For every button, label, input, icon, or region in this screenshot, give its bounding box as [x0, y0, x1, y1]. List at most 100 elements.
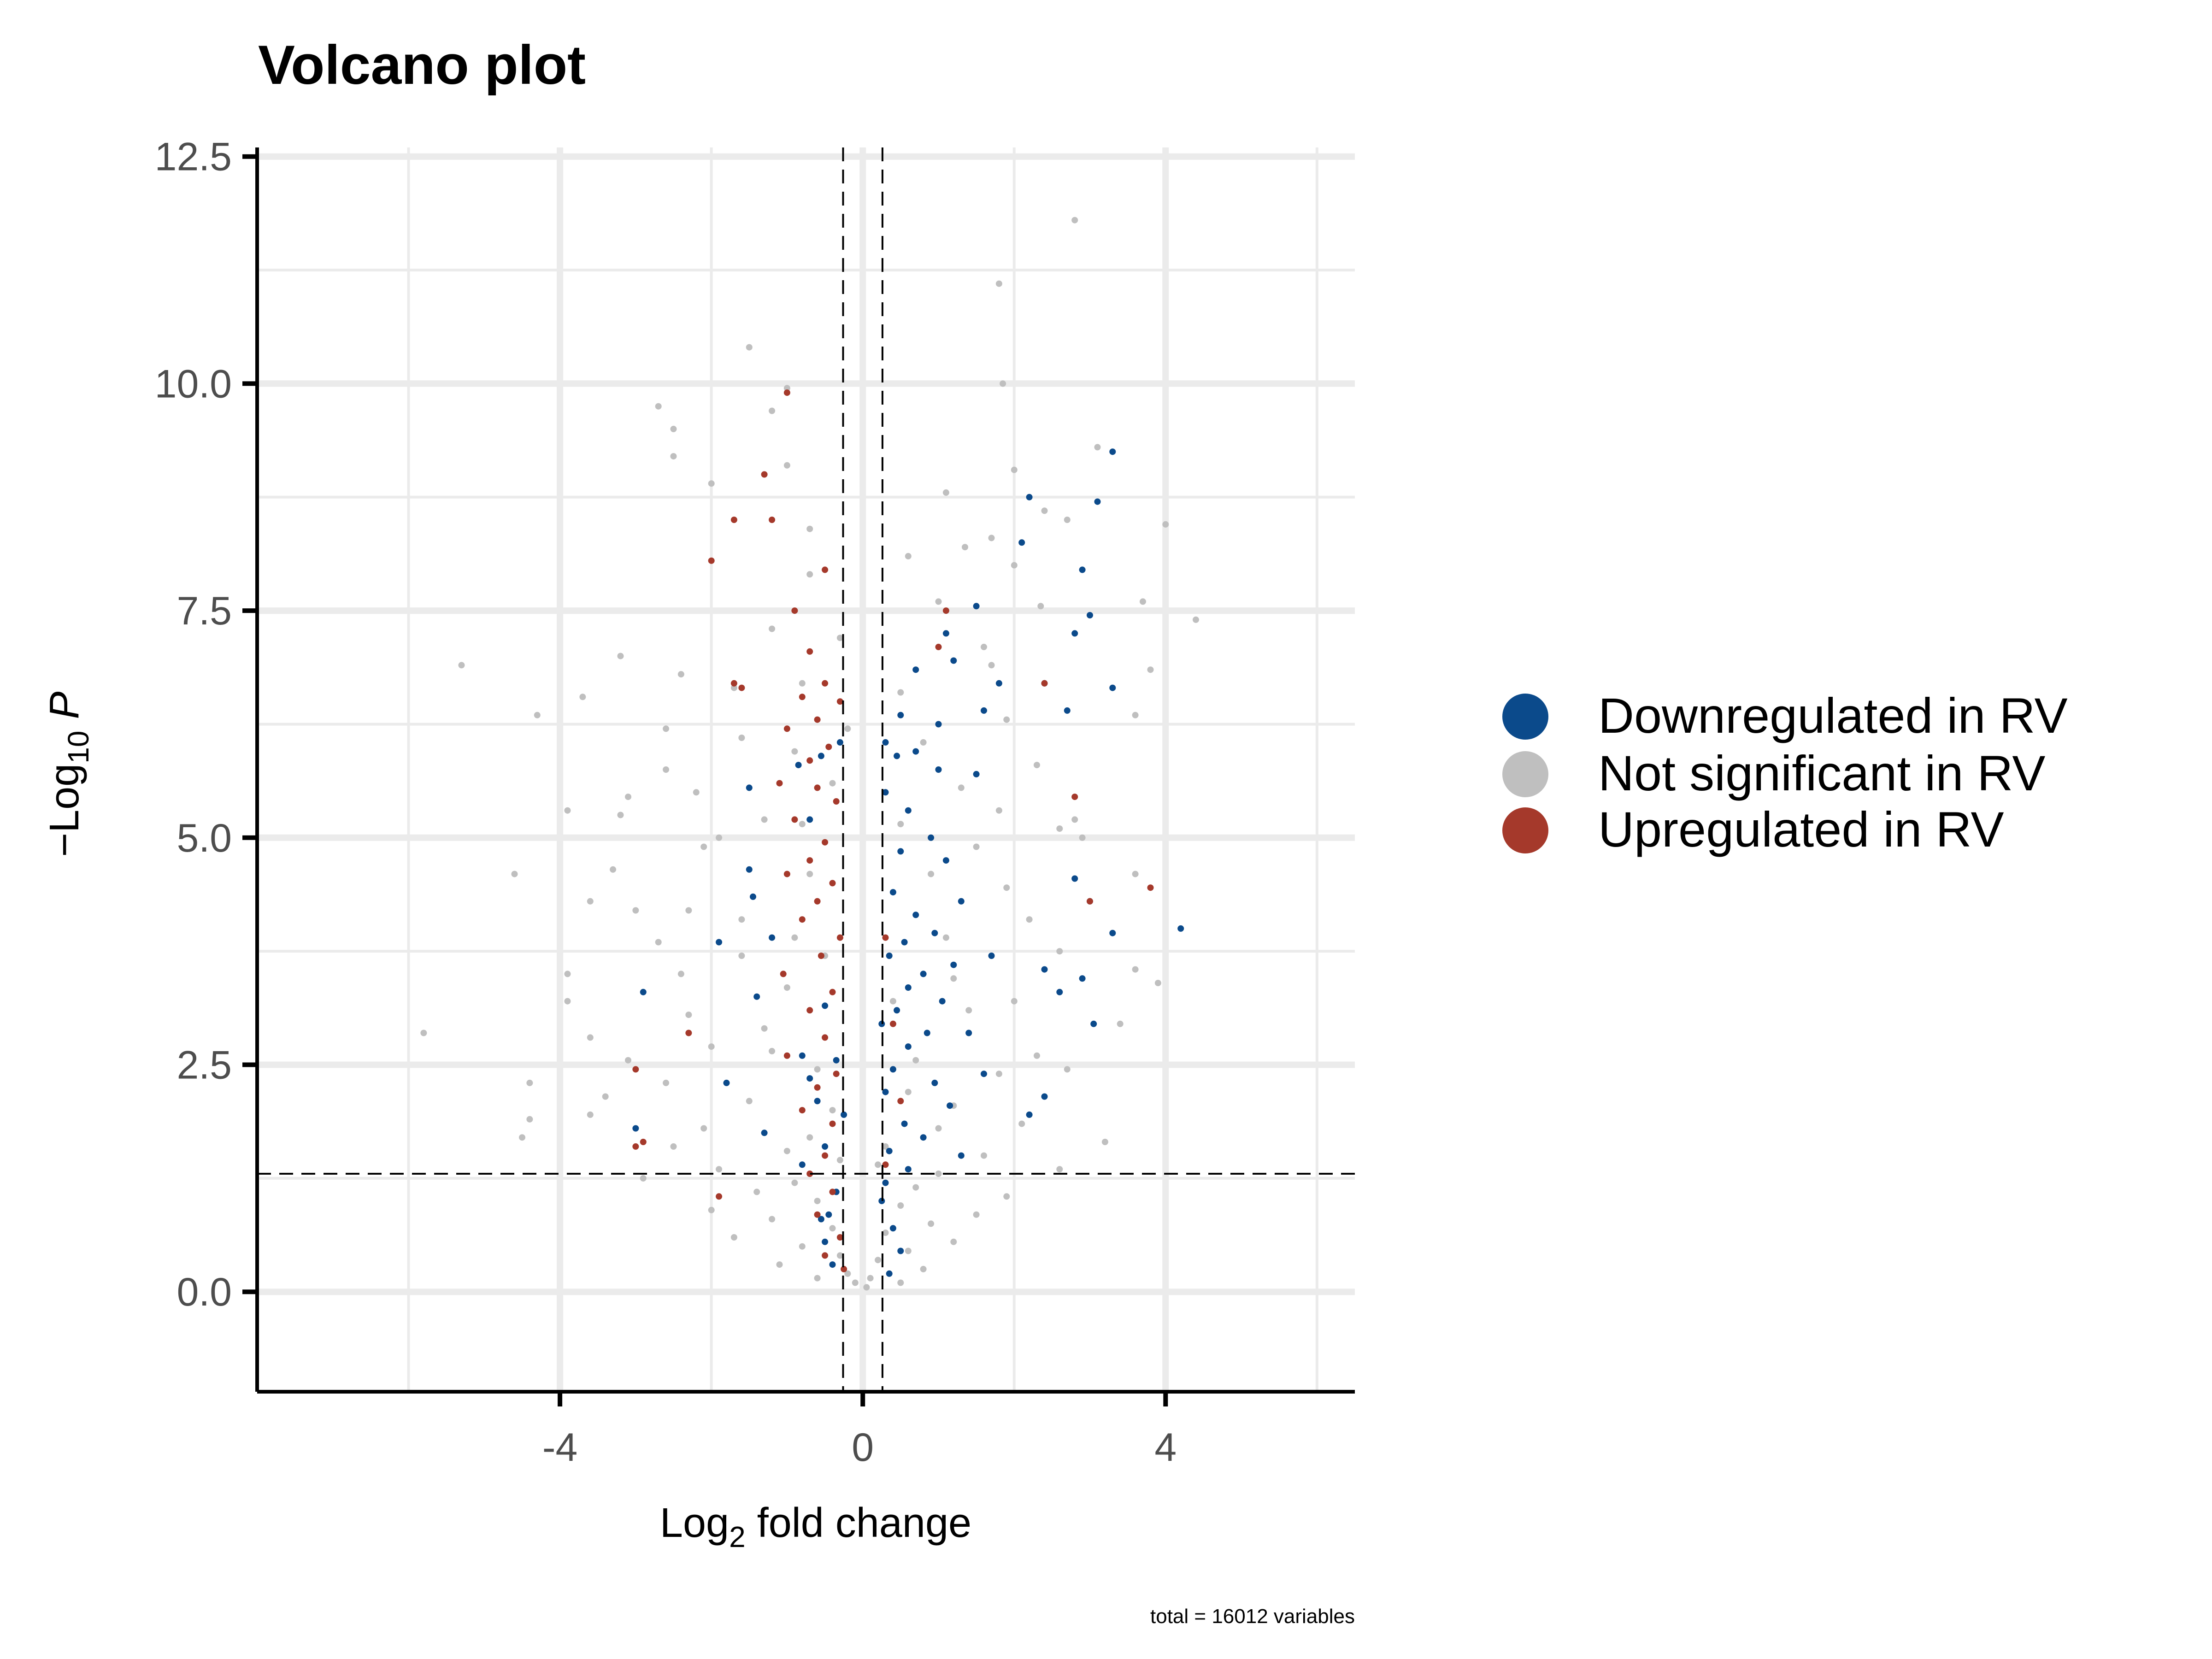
point-not-significant-in-rv-20 — [1011, 562, 1018, 569]
y-tick-label-3: 7.5 — [176, 589, 232, 633]
point-not-significant-in-rv-36 — [534, 712, 541, 718]
point-not-significant-in-rv-119 — [836, 1252, 843, 1259]
point-upregulated-in-rv-41 — [833, 1071, 840, 1077]
point-not-significant-in-rv-143 — [882, 1143, 889, 1150]
point-upregulated-in-rv-59 — [882, 1161, 889, 1168]
point-upregulated-in-rv-42 — [632, 1066, 639, 1073]
x-axis-title-prefix: Log — [660, 1500, 729, 1546]
point-downregulated-in-rv-0 — [1109, 448, 1116, 455]
point-not-significant-in-rv-96 — [981, 1152, 987, 1159]
x-tick-label-1: 0 — [852, 1425, 874, 1470]
point-not-significant-in-rv-116 — [950, 1238, 957, 1245]
point-not-significant-in-rv-129 — [791, 934, 798, 941]
point-upregulated-in-rv-52 — [814, 1211, 821, 1218]
point-not-significant-in-rv-47 — [617, 812, 624, 818]
y-axis-title-subscript: 10 — [62, 731, 95, 764]
point-downregulated-in-rv-76 — [901, 1120, 908, 1127]
point-downregulated-in-rv-43 — [901, 939, 908, 946]
point-downregulated-in-rv-81 — [822, 1143, 829, 1150]
point-not-significant-in-rv-99 — [716, 1166, 723, 1173]
point-upregulated-in-rv-26 — [806, 857, 813, 864]
point-downregulated-in-rv-35 — [958, 898, 965, 905]
point-not-significant-in-rv-55 — [511, 871, 518, 877]
point-not-significant-in-rv-5 — [655, 403, 662, 410]
point-downregulated-in-rv-71 — [882, 1088, 889, 1095]
point-not-significant-in-rv-48 — [761, 816, 768, 823]
legend-key-upregulated — [1502, 807, 1548, 853]
point-not-significant-in-rv-32 — [677, 671, 684, 678]
point-downregulated-in-rv-64 — [799, 1052, 806, 1059]
point-not-significant-in-rv-147 — [995, 807, 1002, 814]
point-upregulated-in-rv-11 — [1041, 680, 1048, 687]
point-upregulated-in-rv-38 — [685, 1030, 692, 1036]
point-downregulated-in-rv-21 — [818, 753, 824, 759]
point-downregulated-in-rv-68 — [806, 1075, 813, 1082]
y-axis-ticks: 0.0 2.5 5.0 7.5 10.0 12.5 — [155, 135, 257, 1314]
point-downregulated-in-rv-16 — [897, 712, 904, 718]
point-downregulated-in-rv-2 — [1094, 498, 1101, 505]
point-not-significant-in-rv-122 — [920, 1265, 927, 1272]
point-upregulated-in-rv-36 — [829, 988, 836, 995]
point-not-significant-in-rv-128 — [897, 1279, 904, 1286]
point-downregulated-in-rv-5 — [973, 603, 980, 610]
point-not-significant-in-rv-88 — [526, 1116, 533, 1123]
point-upregulated-in-rv-40 — [783, 1052, 790, 1059]
point-not-significant-in-rv-100 — [1056, 1166, 1063, 1173]
point-upregulated-in-rv-7 — [942, 607, 949, 614]
point-downregulated-in-rv-18 — [836, 739, 843, 746]
point-not-significant-in-rv-141 — [935, 1125, 942, 1132]
point-not-significant-in-rv-154 — [693, 789, 700, 796]
point-upregulated-in-rv-57 — [889, 1020, 896, 1027]
point-not-significant-in-rv-68 — [783, 984, 790, 991]
point-not-significant-in-rv-60 — [655, 939, 662, 946]
point-downregulated-in-rv-4 — [1079, 566, 1086, 573]
point-not-significant-in-rv-148 — [829, 780, 836, 787]
point-downregulated-in-rv-70 — [723, 1079, 730, 1086]
legend-key-not-significant — [1502, 751, 1548, 797]
x-axis-title: Log2 fold change — [660, 1500, 971, 1553]
point-not-significant-in-rv-150 — [799, 680, 806, 687]
point-not-significant-in-rv-24 — [1140, 598, 1146, 605]
point-downregulated-in-rv-66 — [889, 1066, 896, 1073]
point-downregulated-in-rv-8 — [942, 630, 949, 637]
point-upregulated-in-rv-50 — [716, 1193, 723, 1200]
y-tick-label-2: 5.0 — [176, 816, 232, 860]
point-downregulated-in-rv-26 — [882, 789, 889, 796]
point-upregulated-in-rv-27 — [783, 871, 790, 877]
point-downregulated-in-rv-40 — [1177, 925, 1184, 932]
point-not-significant-in-rv-13 — [942, 489, 949, 496]
point-not-significant-in-rv-131 — [973, 843, 980, 850]
point-downregulated-in-rv-30 — [928, 834, 935, 841]
point-not-significant-in-rv-77 — [1034, 1052, 1040, 1059]
point-not-significant-in-rv-91 — [700, 1125, 707, 1132]
point-not-significant-in-rv-93 — [519, 1134, 525, 1141]
point-downregulated-in-rv-84 — [799, 1161, 806, 1168]
point-not-significant-in-rv-7 — [769, 407, 776, 414]
point-not-significant-in-rv-130 — [928, 871, 935, 877]
y-tick-label-4: 10.0 — [155, 362, 232, 406]
point-not-significant-in-rv-8 — [670, 453, 677, 460]
point-not-significant-in-rv-114 — [882, 1230, 889, 1236]
point-not-significant-in-rv-75 — [708, 1043, 715, 1050]
point-upregulated-in-rv-29 — [1147, 884, 1154, 891]
point-not-significant-in-rv-90 — [1018, 1120, 1025, 1127]
point-not-significant-in-rv-73 — [587, 1034, 594, 1041]
point-upregulated-in-rv-0 — [783, 389, 790, 396]
point-not-significant-in-rv-118 — [905, 1247, 912, 1254]
point-upregulated-in-rv-46 — [640, 1139, 647, 1145]
point-not-significant-in-rv-105 — [753, 1188, 760, 1195]
point-not-significant-in-rv-101 — [935, 1171, 942, 1177]
point-downregulated-in-rv-61 — [924, 1030, 930, 1036]
point-upregulated-in-rv-25 — [822, 839, 829, 846]
point-not-significant-in-rv-115 — [730, 1234, 737, 1241]
point-downregulated-in-rv-6 — [1087, 612, 1093, 618]
point-downregulated-in-rv-79 — [761, 1130, 768, 1136]
point-not-significant-in-rv-18 — [988, 535, 995, 541]
point-not-significant-in-rv-63 — [564, 971, 571, 977]
point-not-significant-in-rv-152 — [738, 735, 745, 741]
point-not-significant-in-rv-95 — [783, 1147, 790, 1154]
point-downregulated-in-rv-63 — [905, 1043, 912, 1050]
point-downregulated-in-rv-95 — [818, 1216, 824, 1223]
point-upregulated-in-rv-18 — [825, 743, 832, 750]
